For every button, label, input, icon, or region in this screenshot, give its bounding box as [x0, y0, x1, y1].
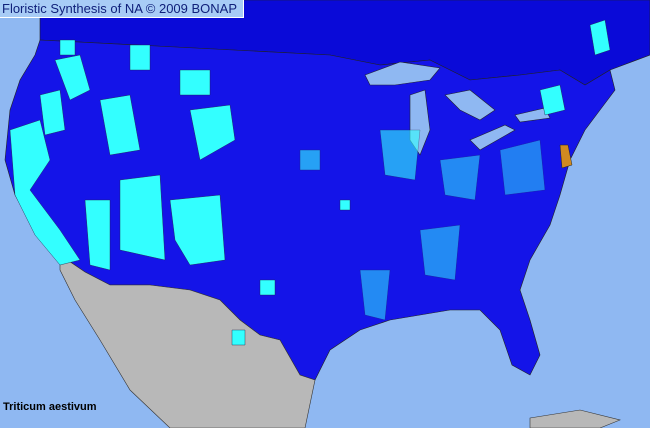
present-counties [9, 19, 611, 346]
cuba-region [529, 409, 621, 428]
species-name: Triticum aestivum [3, 401, 97, 413]
mexico-region [59, 254, 316, 428]
map-title: Floristic Synthesis of NA © 2009 BONAP [0, 0, 245, 18]
delaware-state [559, 144, 573, 169]
